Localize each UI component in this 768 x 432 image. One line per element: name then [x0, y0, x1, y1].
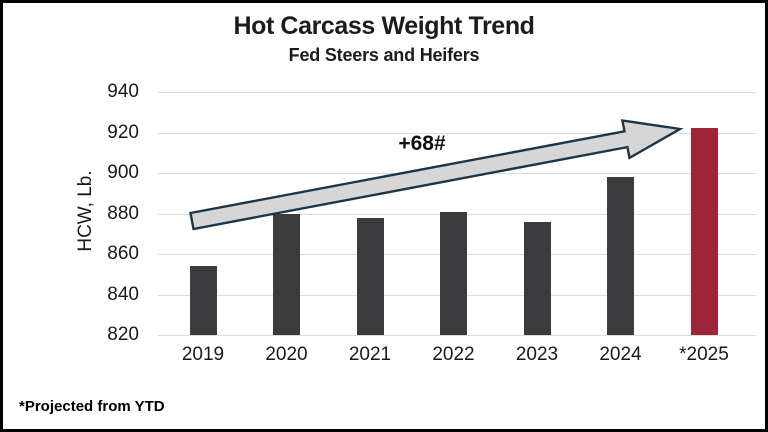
- x-tick-label-2020: 2020: [265, 344, 308, 365]
- x-tick-label-2025: *2025: [679, 344, 729, 365]
- chart-subtitle: Fed Steers and Heifers: [288, 45, 480, 65]
- trend-annotation-label: +68#: [398, 132, 446, 155]
- bar-2019: [189, 266, 217, 335]
- bar-2022: [440, 211, 467, 335]
- x-tick-label-2019: 2019: [181, 344, 225, 365]
- bar-2023: [523, 221, 551, 335]
- x-tick-label-2023: 2023: [515, 344, 559, 365]
- plot-area: +68#: [158, 92, 756, 336]
- footnote: *Projected from YTD: [19, 398, 165, 415]
- chart-title: Hot Carcass Weight Trend: [233, 12, 535, 40]
- y-tick-label-820: 820: [107, 324, 139, 345]
- y-tick-label-880: 880: [107, 202, 139, 224]
- y-tick-label-920: 920: [107, 121, 139, 143]
- bar-2020: [273, 213, 300, 335]
- y-tick-label-900: 900: [107, 162, 139, 183]
- bar-2021: [356, 217, 384, 335]
- y-tick-label-840: 840: [107, 283, 139, 305]
- y-tick-label-940: 940: [107, 81, 139, 102]
- gridline-900: [158, 173, 756, 174]
- bar-2025: [690, 128, 718, 335]
- gridline-940: [158, 92, 756, 93]
- gridline-820: [158, 335, 756, 336]
- y-tick-label-860: 860: [107, 243, 139, 264]
- x-tick-label-2021: 2021: [348, 344, 392, 365]
- x-tick-label-2024: 2024: [599, 344, 642, 365]
- x-tick-label-2022: 2022: [432, 344, 475, 365]
- bar-2024: [607, 177, 634, 335]
